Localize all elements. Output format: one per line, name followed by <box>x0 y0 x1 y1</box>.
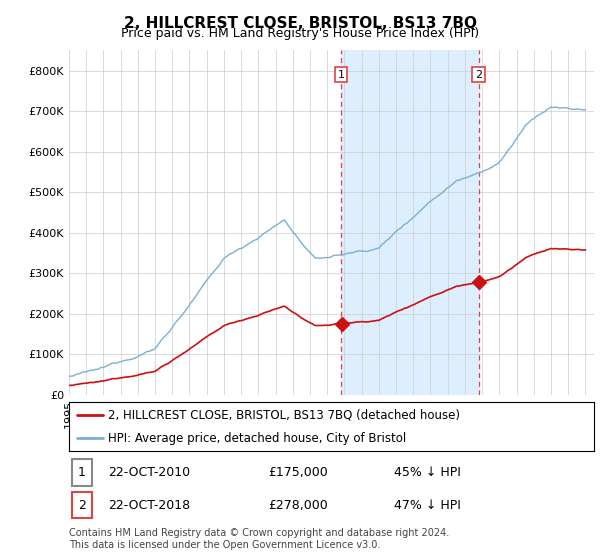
FancyBboxPatch shape <box>71 459 92 486</box>
Text: Contains HM Land Registry data © Crown copyright and database right 2024.
This d: Contains HM Land Registry data © Crown c… <box>69 528 449 550</box>
Text: £175,000: £175,000 <box>269 466 328 479</box>
Text: 1: 1 <box>337 69 344 80</box>
Text: Price paid vs. HM Land Registry's House Price Index (HPI): Price paid vs. HM Land Registry's House … <box>121 27 479 40</box>
Text: 2: 2 <box>475 69 482 80</box>
Text: 2, HILLCREST CLOSE, BRISTOL, BS13 7BQ (detached house): 2, HILLCREST CLOSE, BRISTOL, BS13 7BQ (d… <box>109 409 460 422</box>
Bar <box>341 50 479 395</box>
Text: 45% ↓ HPI: 45% ↓ HPI <box>395 466 461 479</box>
Text: 2: 2 <box>77 498 86 511</box>
FancyBboxPatch shape <box>71 492 92 518</box>
Text: £278,000: £278,000 <box>269 498 328 511</box>
Text: 47% ↓ HPI: 47% ↓ HPI <box>395 498 461 511</box>
Text: HPI: Average price, detached house, City of Bristol: HPI: Average price, detached house, City… <box>109 432 407 445</box>
Text: 22-OCT-2018: 22-OCT-2018 <box>109 498 191 511</box>
Text: 1: 1 <box>77 466 86 479</box>
Text: 22-OCT-2010: 22-OCT-2010 <box>109 466 191 479</box>
Text: 2, HILLCREST CLOSE, BRISTOL, BS13 7BQ: 2, HILLCREST CLOSE, BRISTOL, BS13 7BQ <box>124 16 476 31</box>
